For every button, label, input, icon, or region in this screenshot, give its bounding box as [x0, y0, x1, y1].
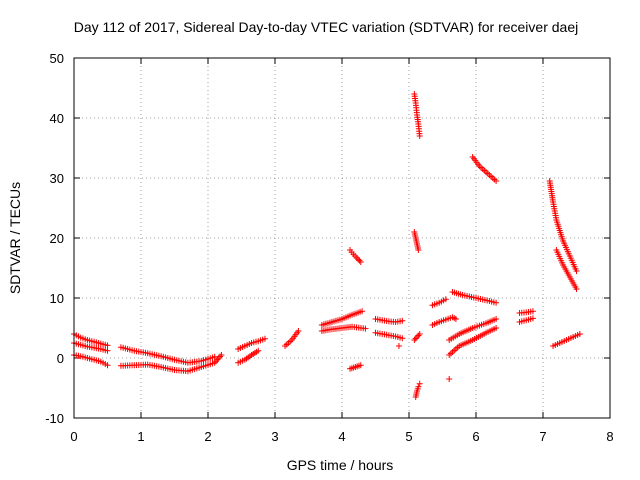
data-point [395, 343, 402, 349]
data-point [295, 328, 302, 334]
data-point [353, 254, 360, 261]
y-tick-label: 30 [50, 171, 64, 186]
series-arc-31 [550, 331, 583, 349]
x-tick-label: 3 [271, 429, 278, 444]
series-arc-20 [429, 296, 449, 309]
x-tick-label: 1 [137, 429, 144, 444]
data-point [446, 376, 453, 382]
series-arc-4 [117, 344, 218, 366]
x-tick-label: 4 [338, 429, 345, 444]
series-arc-16 [411, 91, 423, 139]
data-point [416, 380, 423, 387]
data-point [452, 316, 459, 322]
data-points [71, 91, 583, 400]
x-tick-label: 8 [606, 429, 613, 444]
series-arc-15 [395, 343, 402, 349]
data-point [493, 178, 500, 184]
series-arc-29 [546, 178, 580, 274]
plot-frame [73, 57, 611, 419]
series-arc-25 [446, 325, 500, 358]
data-point [359, 308, 366, 315]
y-tick-label: 50 [50, 51, 64, 66]
data-point [416, 331, 423, 337]
data-point [573, 268, 580, 274]
y-tick-label: 40 [50, 111, 64, 126]
data-point [357, 259, 364, 265]
data-point [357, 362, 364, 369]
x-tick-label: 5 [405, 429, 412, 444]
data-point [399, 335, 406, 342]
data-point [493, 316, 500, 322]
series-arc-24 [446, 316, 500, 343]
y-tick-label: 10 [50, 291, 64, 306]
x-tick-label: 0 [70, 429, 77, 444]
series-arc-8 [282, 328, 302, 349]
x-tick-label: 2 [204, 429, 211, 444]
data-point [362, 325, 369, 332]
series-arc-27 [516, 308, 536, 316]
series-arc-13 [372, 316, 406, 325]
y-tick-label: 20 [50, 231, 64, 246]
axis-ticks: 0 1 2 3 4 5 6 7 8 -10 0 10 20 30 40 50 [45, 51, 613, 444]
data-point [576, 331, 583, 337]
data-point [104, 347, 111, 354]
data-point [261, 335, 268, 342]
data-point [442, 296, 449, 303]
grid [74, 58, 610, 418]
series-arc-9 [318, 308, 366, 328]
data-point [493, 299, 500, 306]
series-arc-21 [429, 314, 459, 328]
data-point [529, 308, 536, 315]
series-arc-5 [117, 352, 225, 375]
series-arc-6 [235, 335, 268, 352]
x-tick-label: 6 [472, 429, 479, 444]
chart-title: Day 112 of 2017, Sidereal Day-to-day VTE… [74, 19, 578, 35]
data-point [211, 353, 218, 360]
data-point [415, 247, 422, 253]
series-arc-10 [318, 323, 369, 334]
y-axis-label: SDTVAR / TECUs [7, 182, 23, 294]
series-arc-12 [347, 362, 364, 372]
series-arc-30 [553, 247, 580, 292]
data-point [104, 342, 111, 349]
data-point [529, 315, 536, 322]
data-point [104, 362, 111, 369]
data-point [415, 383, 422, 390]
data-point [416, 133, 423, 139]
series-arc-17 [411, 229, 422, 253]
series-arc-14 [372, 329, 406, 342]
data-point [573, 286, 580, 292]
y-tick-label: 0 [57, 351, 64, 366]
series-arc-28 [516, 315, 536, 325]
data-point [493, 325, 500, 331]
data-point [255, 347, 262, 354]
series-arc-26 [469, 154, 500, 184]
x-tick-label: 7 [539, 429, 546, 444]
series-arc-18 [411, 331, 423, 343]
data-point [218, 352, 225, 358]
series-arc-7 [235, 347, 262, 366]
series-arc-23 [449, 289, 500, 306]
y-tick-label: -10 [45, 411, 64, 426]
series-arc-22 [446, 376, 453, 382]
data-point [355, 256, 362, 263]
data-point [399, 317, 406, 324]
x-axis-label: GPS time / hours [287, 457, 394, 473]
data-point [356, 257, 363, 264]
series-arc-11 [347, 247, 364, 265]
series-arc-19 [412, 380, 423, 400]
